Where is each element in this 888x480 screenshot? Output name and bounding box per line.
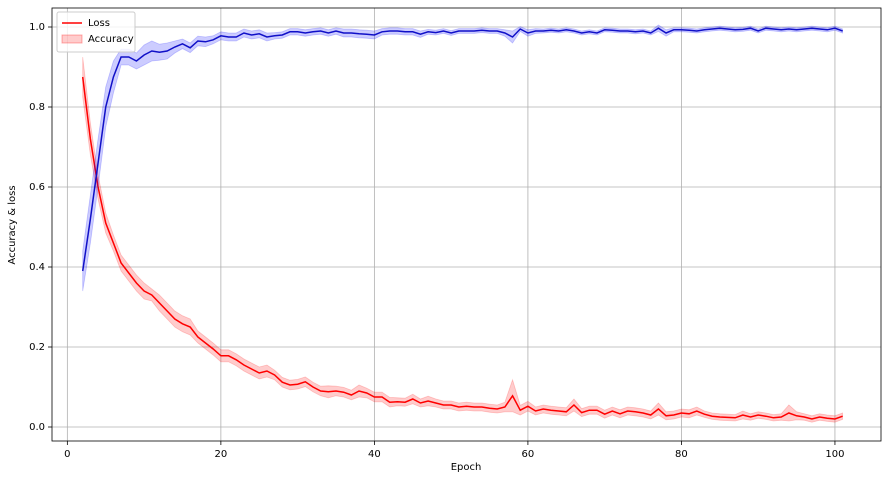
legend: Loss Accuracy bbox=[56, 11, 136, 53]
y-tick-label: 1.0 bbox=[29, 22, 45, 33]
line bbox=[81, 76, 843, 420]
x-tick-label: 20 bbox=[215, 449, 228, 460]
y-tick-label: 0.6 bbox=[29, 182, 45, 193]
legend-label: Loss bbox=[88, 18, 110, 29]
legend-frame bbox=[56, 11, 136, 53]
y-axis-label: Accuracy & loss bbox=[7, 185, 18, 264]
legend-label: Accuracy bbox=[88, 34, 134, 45]
x-tick-label: 80 bbox=[675, 449, 688, 460]
x-tick-label: 60 bbox=[522, 449, 535, 460]
x-tick-label: 40 bbox=[368, 449, 381, 460]
plot-frame bbox=[51, 7, 882, 442]
band bbox=[82, 56, 844, 423]
line bbox=[81, 27, 843, 272]
y-tick-label: 0.8 bbox=[29, 102, 45, 113]
y-tick-label: 0.2 bbox=[29, 342, 45, 353]
x-tick-label: 0 bbox=[64, 449, 70, 460]
y-tick-label: 0.0 bbox=[29, 422, 45, 433]
legend-patch bbox=[61, 34, 83, 44]
y-tick-label: 0.4 bbox=[29, 262, 45, 273]
x-tick-label: 100 bbox=[825, 449, 844, 460]
x-axis-label: Epoch bbox=[451, 462, 482, 473]
